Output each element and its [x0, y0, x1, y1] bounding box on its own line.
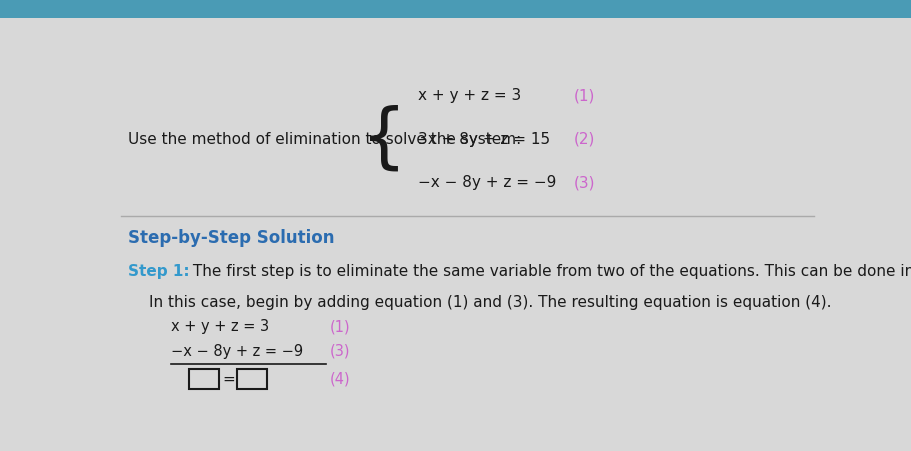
Text: −x − 8y + z = −9: −x − 8y + z = −9 [417, 175, 556, 190]
FancyBboxPatch shape [189, 368, 219, 389]
Text: {: { [361, 105, 407, 174]
Text: x + y + z = 3: x + y + z = 3 [170, 319, 269, 334]
Text: x + y + z = 3: x + y + z = 3 [417, 88, 520, 103]
Text: (1): (1) [329, 319, 350, 334]
Text: (3): (3) [329, 344, 350, 359]
Text: Step-by-Step Solution: Step-by-Step Solution [128, 229, 334, 247]
FancyBboxPatch shape [237, 368, 266, 389]
Text: Use the method of elimination to solve the system:: Use the method of elimination to solve t… [128, 132, 521, 147]
Text: =: = [222, 371, 235, 387]
Text: The first step is to eliminate the same variable from two of the equations. This: The first step is to eliminate the same … [188, 264, 911, 279]
Text: (4): (4) [329, 371, 350, 387]
Text: (3): (3) [573, 175, 594, 190]
Text: −x − 8y + z = −9: −x − 8y + z = −9 [170, 344, 302, 359]
Text: In this case, begin by adding equation (1) and (3). The resulting equation is eq: In this case, begin by adding equation (… [149, 295, 831, 310]
Text: Step 1:: Step 1: [128, 264, 189, 279]
Text: (2): (2) [573, 132, 594, 147]
Text: (1): (1) [573, 88, 594, 103]
Text: 3x + 8y + z = 15: 3x + 8y + z = 15 [417, 132, 549, 147]
